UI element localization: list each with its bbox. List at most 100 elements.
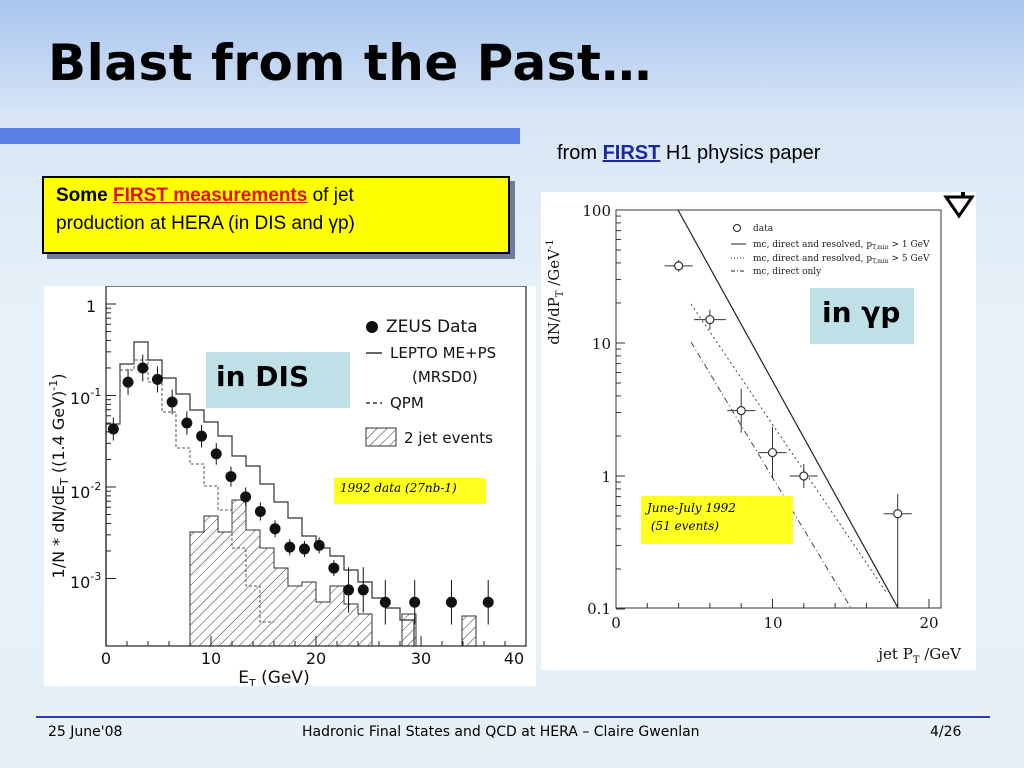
arrow-head bbox=[943, 195, 975, 219]
zeus-x-tick-labels: 0 10 20 30 40 bbox=[101, 649, 524, 668]
zeus-data-point bbox=[409, 579, 421, 625]
zeus-data-point bbox=[107, 417, 119, 441]
zeus-y-tick-label: 10-2 bbox=[70, 480, 101, 502]
h1-data-point bbox=[789, 464, 818, 488]
footer-presentation-title: Hadronic Final States and QCD at HERA – … bbox=[302, 724, 700, 740]
h1-x-tick-label: 20 bbox=[919, 614, 938, 632]
lepto-histogram bbox=[105, 341, 415, 646]
legend-open-circle-icon bbox=[733, 224, 741, 232]
legend-lepto: LEPTO ME+PS bbox=[390, 344, 496, 362]
h1-x-tick-label: 0 bbox=[611, 614, 621, 632]
callout-line-2: production at HERA (in DIS and γp) bbox=[56, 213, 355, 234]
source-caption: from FIRST H1 physics paper bbox=[557, 142, 820, 165]
note-june-july: June-July 1992 (51 events) bbox=[641, 496, 793, 544]
h1-plot: 100 10 1 0.1 0 10 20 jet PT /GeV dN/dPT … bbox=[545, 162, 975, 666]
h1-data-point bbox=[883, 493, 912, 608]
h1-legend-mc-a: mc, direct and resolved, pT,min > 1 GeV bbox=[753, 240, 930, 251]
zeus-data-point bbox=[284, 539, 296, 556]
zeus-data-point bbox=[328, 560, 340, 577]
note-1992-data: 1992 data (27nb-1) bbox=[334, 478, 486, 504]
callout-line1-rest: of jet bbox=[307, 185, 354, 206]
zeus-data-point bbox=[137, 354, 149, 382]
source-caption-suffix: H1 physics paper bbox=[660, 142, 821, 164]
callout-first-measurements: FIRST measurements bbox=[113, 185, 308, 206]
zeus-data-point bbox=[343, 567, 355, 613]
zeus-y-tick-label: 10-1 bbox=[70, 386, 101, 408]
zeus-x-tick-label: 10 bbox=[201, 649, 221, 668]
h1-x-tick-label: 10 bbox=[763, 614, 782, 632]
in-gamma-p-label: in γp bbox=[810, 288, 914, 344]
zeus-x-tick-label: 20 bbox=[306, 649, 326, 668]
h1-tick-marks bbox=[615, 215, 930, 610]
zeus-x-tick-label: 0 bbox=[101, 649, 111, 668]
hatched-area bbox=[461, 615, 477, 647]
zeus-data-point bbox=[254, 502, 266, 521]
h1-y-tick-label: 10 bbox=[592, 335, 611, 353]
callout-box: Some FIRST measurements of jet productio… bbox=[42, 176, 510, 254]
zeus-data-point bbox=[240, 487, 252, 507]
mc-direct-only-curve bbox=[690, 341, 852, 609]
legend-qpm: QPM bbox=[390, 394, 424, 412]
h1-legend-mc-c: mc, direct only bbox=[753, 267, 822, 277]
in-dis-label: in DIS bbox=[206, 352, 350, 408]
h1-x-tick-labels: 0 10 20 bbox=[611, 614, 938, 632]
zeus-data-point bbox=[269, 520, 281, 538]
source-caption-highlight: FIRST bbox=[602, 142, 661, 164]
qpm-histogram bbox=[105, 359, 274, 646]
zeus-x-axis-label: ET (GeV) bbox=[238, 668, 309, 686]
legend-hatch-swatch-icon bbox=[365, 427, 397, 447]
h1-plot-frame bbox=[615, 209, 942, 609]
zeus-data-point bbox=[122, 369, 134, 396]
zeus-x-tick-label: 30 bbox=[411, 649, 431, 668]
note-june-line-2: (51 events) bbox=[647, 519, 719, 533]
zeus-data-point bbox=[445, 579, 457, 625]
zeus-data-point bbox=[357, 567, 369, 613]
zeus-data-point bbox=[151, 366, 163, 393]
h1-legend-data: data bbox=[753, 224, 774, 234]
h1-y-tick-label: 0.1 bbox=[587, 600, 611, 618]
h1-mc-curves bbox=[677, 209, 899, 609]
h1-data-point bbox=[727, 388, 756, 433]
h1-data-point bbox=[693, 309, 726, 330]
legend-zeus-data: ZEUS Data bbox=[386, 317, 478, 337]
zeus-data-point bbox=[379, 579, 391, 625]
h1-legend: data mc, direct and resolved, pT,min > 1… bbox=[731, 224, 930, 277]
legend-two-jet: 2 jet events bbox=[404, 429, 493, 447]
zeus-data-points bbox=[107, 354, 494, 625]
note-june-line-1: June-July 1992 bbox=[647, 501, 736, 515]
zeus-data-point bbox=[298, 541, 310, 558]
zeus-y-tick-label: 1 bbox=[86, 297, 96, 316]
zeus-x-tick-label: 40 bbox=[504, 649, 524, 668]
h1-data-points bbox=[664, 259, 912, 608]
footer-divider bbox=[36, 716, 990, 718]
h1-y-tick-label: 100 bbox=[582, 202, 611, 220]
legend-mrsd0: (MRSD0) bbox=[412, 368, 478, 386]
h1-plot-panel: 100 10 1 0.1 0 10 20 jet PT /GeV dN/dPT … bbox=[541, 162, 976, 670]
source-caption-prefix: from bbox=[557, 142, 603, 164]
zeus-data-point bbox=[313, 537, 325, 554]
callout-line-1: Some FIRST measurements of jet bbox=[56, 182, 496, 210]
zeus-data-point bbox=[225, 466, 237, 487]
zeus-data-point bbox=[482, 579, 494, 625]
zeus-data-point bbox=[166, 389, 178, 415]
h1-y-axis-label: dN/dPT /GeV-1 bbox=[545, 239, 566, 344]
title-underline-bar bbox=[0, 128, 520, 144]
zeus-y-tick-labels: 1 10-1 10-2 10-3 bbox=[70, 297, 101, 592]
h1-y-tick-labels: 100 10 1 0.1 bbox=[582, 202, 611, 618]
h1-data-point bbox=[664, 259, 693, 272]
legend-dot-icon bbox=[366, 321, 378, 333]
h1-x-axis-label: jet PT /GeV bbox=[876, 645, 962, 666]
slide-title: Blast from the Past… bbox=[48, 34, 652, 92]
h1-legend-mc-b: mc, direct and resolved, pT,min > 5 GeV bbox=[753, 254, 930, 265]
mc-direct-resolved-5gev-curve bbox=[690, 303, 887, 593]
zeus-data-point bbox=[181, 411, 193, 435]
zeus-data-point bbox=[196, 424, 208, 448]
arrow-shaft bbox=[929, 162, 965, 196]
callout-some: Some bbox=[56, 185, 108, 206]
zeus-y-axis-label: 1/N * dN/dET ((1.4 GeV)-1) bbox=[47, 374, 71, 579]
zeus-data-point bbox=[210, 443, 222, 465]
h1-down-arrow-icon bbox=[929, 162, 975, 219]
h1-y-tick-label: 1 bbox=[601, 468, 611, 486]
footer-page-number: 4/26 bbox=[930, 724, 962, 740]
mc-direct-resolved-1gev-curve bbox=[677, 209, 899, 609]
